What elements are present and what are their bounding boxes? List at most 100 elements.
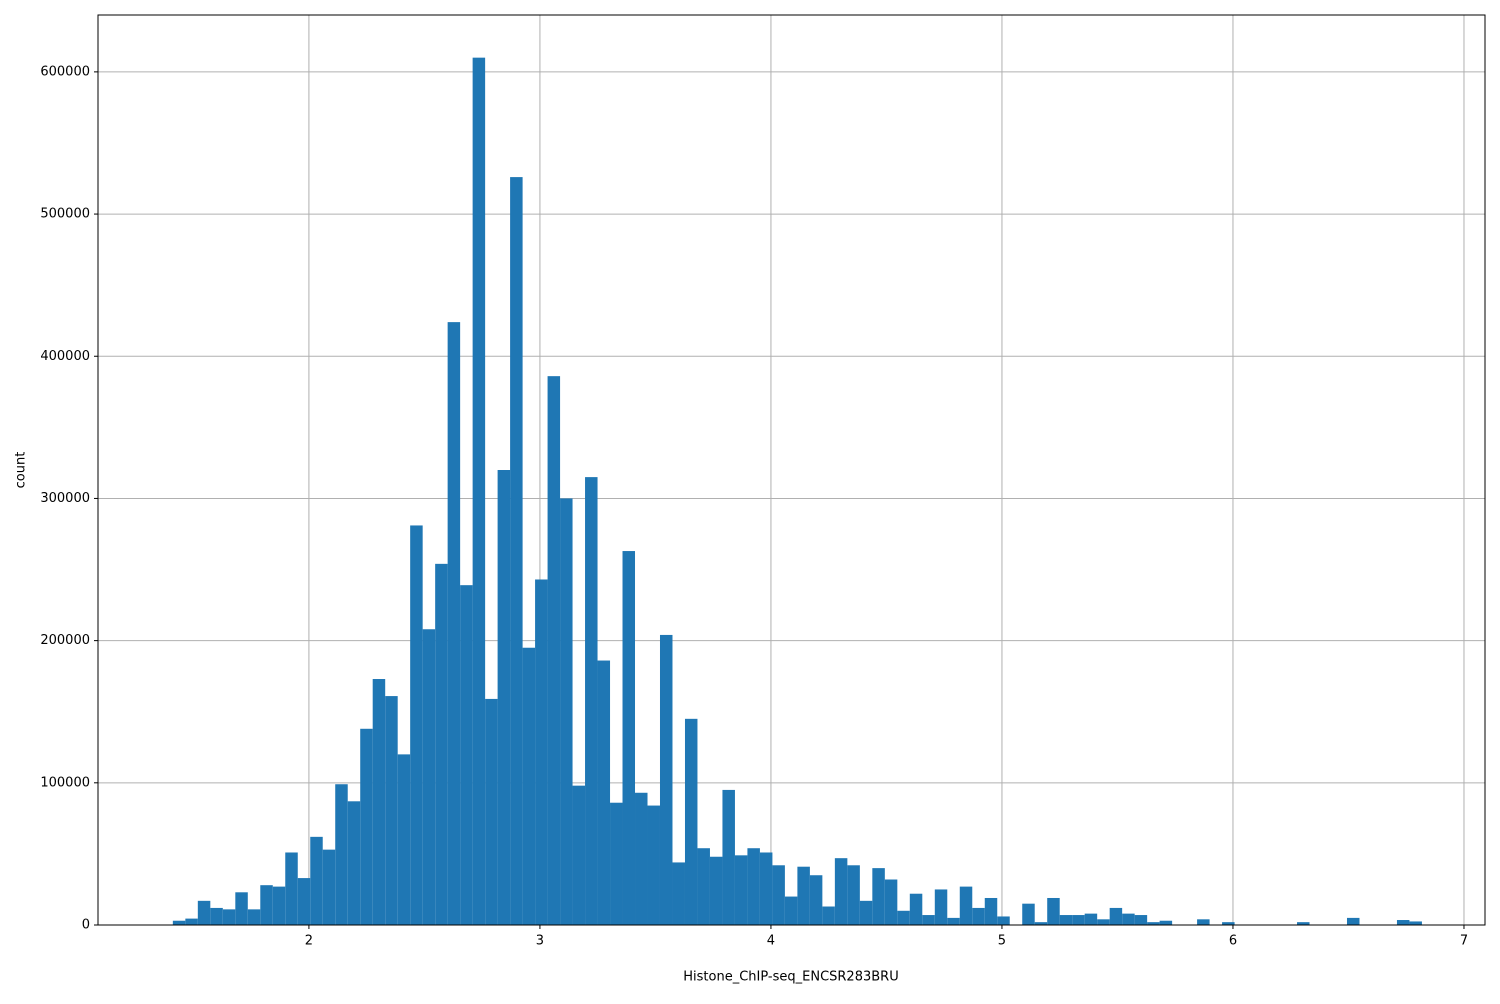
bar xyxy=(285,852,298,925)
y-tick-label: 300000 xyxy=(40,491,90,506)
bar xyxy=(447,322,461,925)
bar xyxy=(360,728,373,925)
bar xyxy=(972,907,985,925)
bar xyxy=(884,879,898,925)
bar xyxy=(747,848,760,925)
y-axis-label: count xyxy=(14,452,29,489)
bar xyxy=(397,754,411,925)
bar xyxy=(1222,922,1235,925)
bar xyxy=(322,849,336,925)
bar xyxy=(385,696,398,925)
bar xyxy=(1346,917,1360,925)
bar xyxy=(984,897,998,925)
bar xyxy=(560,498,573,925)
bar xyxy=(872,868,885,925)
bar xyxy=(222,909,236,925)
bar xyxy=(897,910,910,925)
bar xyxy=(1134,915,1148,925)
bar xyxy=(709,856,723,925)
plot-frame xyxy=(97,14,1486,926)
bar xyxy=(834,858,848,925)
bar xyxy=(934,889,948,925)
bar xyxy=(572,785,586,925)
x-tick-label: 3 xyxy=(536,934,544,949)
bar xyxy=(260,885,273,925)
bar xyxy=(1072,915,1085,925)
bar xyxy=(635,792,648,925)
bar xyxy=(622,551,636,925)
bar xyxy=(959,886,973,925)
bar xyxy=(535,579,548,925)
bar xyxy=(1034,922,1048,925)
bar xyxy=(1409,921,1422,925)
bar xyxy=(672,862,685,925)
bar xyxy=(585,477,598,925)
bar xyxy=(485,698,498,925)
x-axis-label: Histone_ChIP-seq_ENCSR283BRU xyxy=(683,970,898,985)
y-tick-label: 100000 xyxy=(40,775,90,790)
bar xyxy=(647,805,660,925)
bar xyxy=(1097,919,1110,925)
bar xyxy=(909,893,923,925)
bar xyxy=(684,718,698,925)
bar xyxy=(460,585,473,925)
bar xyxy=(859,900,873,925)
bar xyxy=(772,865,785,925)
bar xyxy=(1047,897,1060,925)
bar xyxy=(472,57,486,925)
bar xyxy=(1396,920,1410,925)
x-tick-label: 6 xyxy=(1229,934,1237,949)
bar xyxy=(1147,922,1160,925)
y-tick-label: 600000 xyxy=(40,64,90,79)
bar xyxy=(172,920,186,925)
bar xyxy=(247,909,261,925)
bar xyxy=(310,836,323,925)
y-tick-label: 500000 xyxy=(40,207,90,222)
bar xyxy=(1297,922,1310,925)
bar xyxy=(185,918,198,925)
bar xyxy=(372,679,386,925)
y-tick-label: 200000 xyxy=(40,633,90,648)
bar xyxy=(422,629,436,925)
bar xyxy=(1059,915,1073,925)
bar xyxy=(1084,913,1098,925)
bar xyxy=(797,866,810,925)
bar xyxy=(597,660,611,925)
y-tick-label: 0 xyxy=(82,918,90,933)
bar xyxy=(697,848,710,925)
x-tick-label: 7 xyxy=(1460,934,1468,949)
bar xyxy=(272,886,286,925)
bar xyxy=(510,177,523,925)
bar xyxy=(435,563,448,925)
bar xyxy=(347,801,361,925)
bar xyxy=(197,900,211,925)
bar xyxy=(1122,913,1135,925)
bar xyxy=(210,907,223,925)
bar xyxy=(947,917,960,925)
bar xyxy=(1022,903,1035,925)
bar xyxy=(1159,920,1173,925)
bar xyxy=(522,647,536,925)
bar xyxy=(335,784,348,925)
bar xyxy=(610,802,623,925)
x-tick-label: 2 xyxy=(305,934,313,949)
bar xyxy=(822,906,835,925)
bar xyxy=(722,789,735,925)
bar xyxy=(410,525,423,925)
bar xyxy=(759,852,773,925)
bar xyxy=(547,376,561,925)
bar xyxy=(809,875,823,925)
bar xyxy=(659,634,673,925)
bar xyxy=(1109,907,1123,925)
bar xyxy=(847,865,860,925)
x-tick-label: 4 xyxy=(767,934,775,949)
bar xyxy=(784,896,798,925)
bar xyxy=(1197,919,1210,925)
bar xyxy=(922,915,935,925)
y-tick-label: 400000 xyxy=(40,349,90,364)
bar xyxy=(997,916,1010,925)
bar xyxy=(497,470,511,925)
bar xyxy=(235,892,248,925)
bar xyxy=(734,855,748,925)
